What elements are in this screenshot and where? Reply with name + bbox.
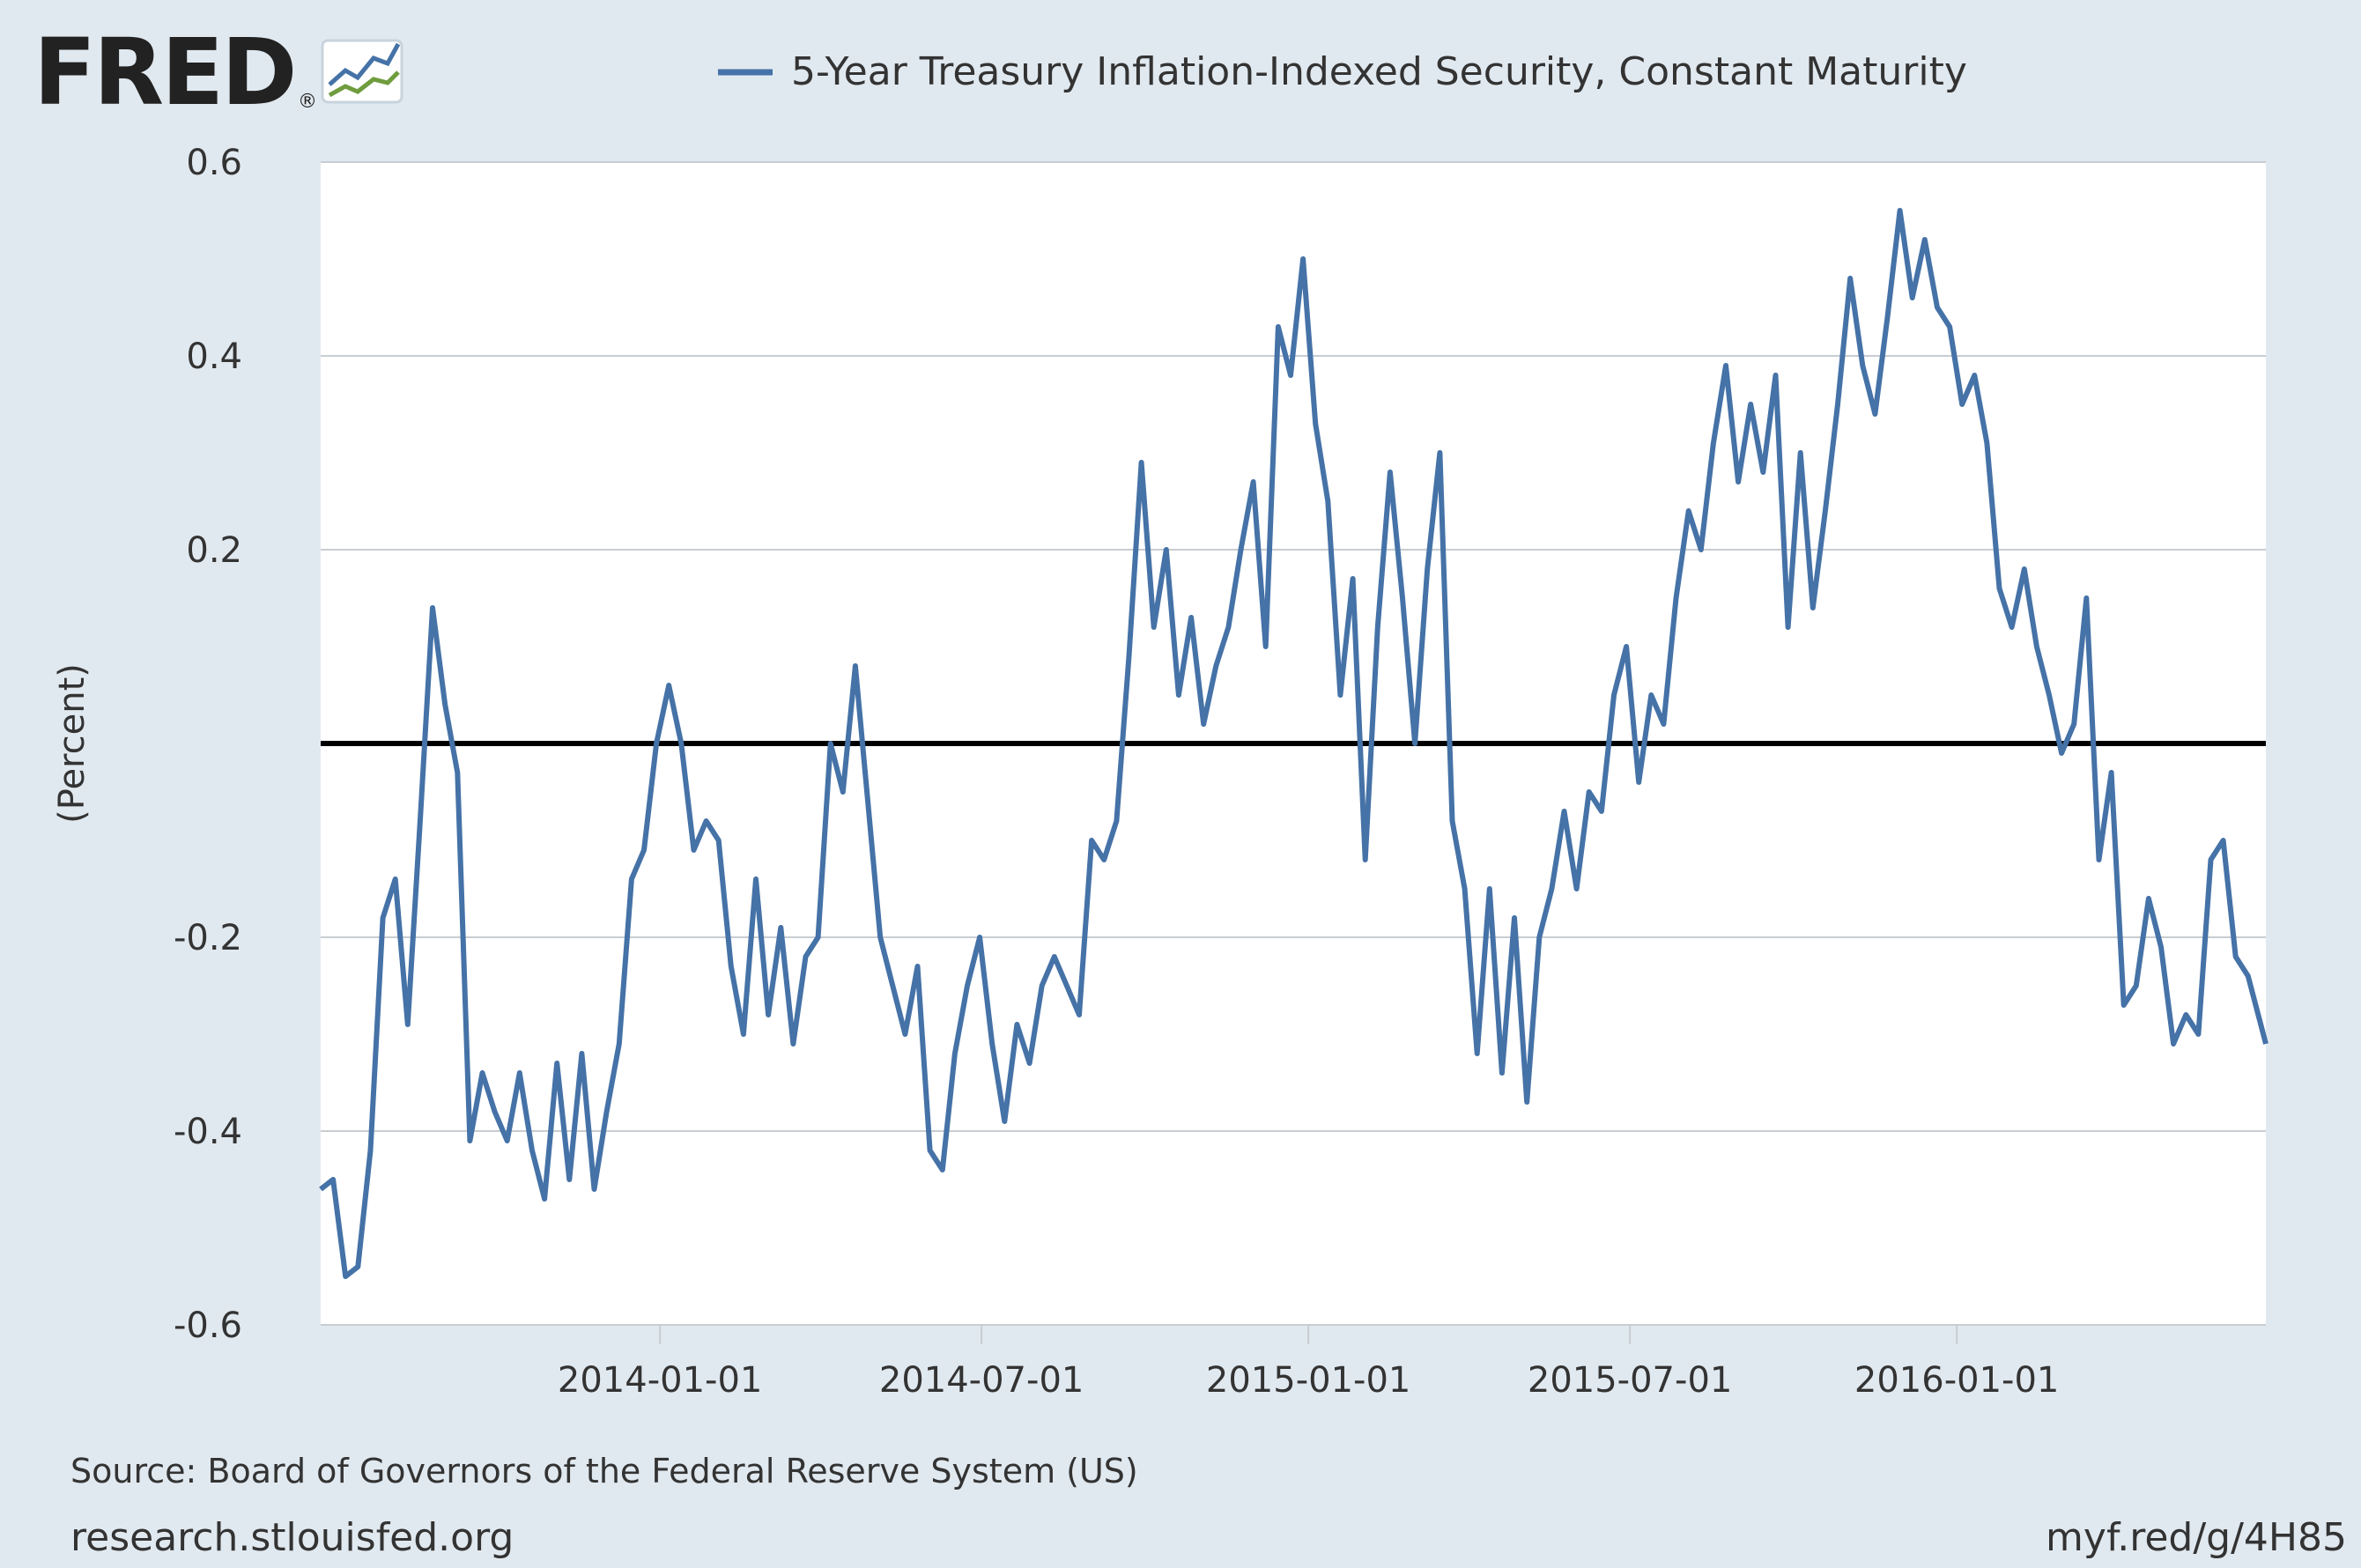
y-tick-label: -0.4 [174, 1112, 242, 1152]
y-tick-label: 0.4 [186, 337, 242, 377]
y-axis-title: (Percent) [52, 663, 93, 824]
x-tick-label: 2015-01-01 [1206, 1360, 1410, 1401]
y-tick-label: -0.2 [174, 918, 242, 958]
registered-mark: ® [298, 91, 317, 113]
y-tick-label: -0.6 [174, 1305, 242, 1346]
fred-logo[interactable]: FRED ® [33, 18, 403, 126]
gridlines [321, 161, 2266, 1326]
legend-label: 5-Year Treasury Inflation-Indexed Securi… [791, 49, 1967, 94]
footer-url-left[interactable]: research.stlouisfed.org [70, 1515, 514, 1560]
series-line-tips5y [319, 208, 2268, 1279]
legend: 5-Year Treasury Inflation-Indexed Securi… [718, 49, 1967, 94]
x-tick-label: 2016-01-01 [1854, 1360, 2059, 1401]
fred-logo-text: FRED [33, 18, 295, 126]
y-tick-label: 0.6 [186, 143, 242, 183]
x-tick-label: 2014-07-01 [879, 1360, 1084, 1401]
x-axis-ticks: 2014-01-01 2014-07-01 2015-01-01 2015-07-01… [558, 1325, 2059, 1401]
source-text: Source: Board of Governors of the Federa… [70, 1452, 1138, 1490]
y-tick-label: 0.2 [186, 530, 242, 571]
x-tick-label: 2014-01-01 [558, 1360, 762, 1401]
y-axis-ticks: -0.6 -0.4 -0.2 0.2 0.4 0.6 [174, 143, 242, 1346]
x-tick-label: 2015-07-01 [1528, 1360, 1732, 1401]
sparkline-icon [321, 39, 403, 104]
footer-url-right[interactable]: myf.red/g/4H85 [2046, 1515, 2347, 1560]
